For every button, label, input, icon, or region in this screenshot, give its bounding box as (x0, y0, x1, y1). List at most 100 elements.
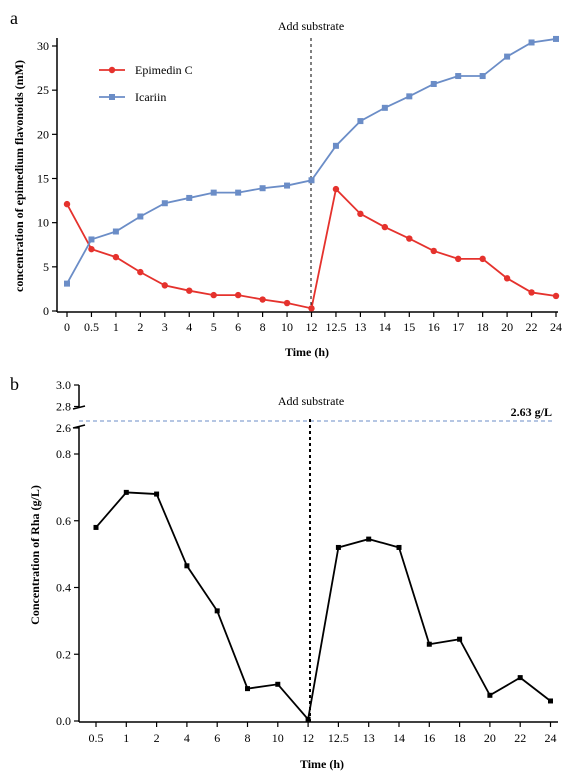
b-y-tick-label: 0.4 (56, 581, 71, 595)
b-x-tick-label: 12.5 (328, 731, 349, 745)
point-rha (93, 524, 99, 530)
b-x-tick-label: 16 (423, 731, 435, 745)
point-epimedin-c (112, 253, 120, 261)
point-epimedin-c (210, 291, 217, 299)
a-y-tick-label: 30 (37, 39, 49, 53)
point-rha (154, 491, 160, 497)
b-x-tick-label: 13 (363, 731, 375, 745)
b-y-tick-label: 0.0 (56, 714, 71, 728)
point-rha (184, 563, 190, 569)
point-epimedin-c (234, 291, 242, 299)
point-epimedin-c (63, 200, 71, 208)
point-epimedin-c (332, 185, 340, 193)
a-x-tick-label: 6 (235, 320, 241, 334)
a-x-tick-label: 3 (162, 320, 168, 334)
a-x-tick-label: 1 (113, 320, 119, 334)
point-rha (396, 544, 402, 550)
b-x-tick-label: 22 (514, 731, 526, 745)
b-x-tick-label: 6 (214, 731, 220, 745)
b-y-tick-label-upper: 2.8 (56, 400, 71, 414)
a-x-tick-label: 4 (186, 320, 192, 334)
point-epimedin-c (455, 255, 462, 263)
point-epimedin-c (503, 275, 511, 282)
point-icariin (284, 182, 291, 189)
point-icariin (64, 280, 70, 287)
a-x-tick-label: 5 (211, 320, 217, 334)
point-rha (335, 544, 341, 550)
point-icariin (137, 213, 144, 220)
b-y-tick-label-upper: 3.0 (56, 378, 71, 392)
panel-b-reference-label: 2.63 g/L (511, 405, 552, 419)
a-y-tick-label: 25 (37, 83, 49, 97)
point-icariin (210, 189, 217, 196)
b-y-tick-label-upper: 2.6 (56, 421, 71, 435)
point-icariin (308, 177, 315, 184)
point-icariin (259, 185, 266, 192)
a-x-tick-label: 24 (550, 320, 562, 334)
a-x-tick-label: 0.5 (84, 320, 99, 334)
point-icariin (381, 104, 388, 111)
a-x-tick-label: 13 (354, 320, 366, 334)
point-icariin (332, 142, 339, 149)
point-rha (214, 608, 220, 614)
panel-b-letter: b (10, 374, 19, 394)
point-rha (426, 641, 432, 647)
point-epimedin-c (406, 235, 413, 242)
a-x-tick-label: 16 (428, 320, 440, 334)
point-rha (123, 489, 129, 495)
point-icariin (430, 80, 437, 87)
a-x-tick-label: 12 (306, 320, 318, 334)
point-epimedin-c (528, 289, 535, 296)
legend-marker-epimedin-c (108, 66, 116, 74)
point-icariin (357, 118, 364, 125)
b-x-tick-label: 20 (484, 731, 496, 745)
panel-b-x-axis-label: Time (h) (300, 757, 344, 771)
panel-b-y-axis-label: Concentration of Rha (g/L) (28, 485, 42, 625)
point-epimedin-c (283, 299, 291, 307)
b-x-tick-label: 14 (393, 731, 405, 745)
b-x-tick-label: 8 (245, 731, 251, 745)
point-icariin (88, 236, 95, 243)
panel-b-substrate-annotation: Add substrate (278, 394, 344, 408)
point-icariin (186, 194, 193, 201)
point-icariin (528, 39, 535, 46)
point-icariin (479, 73, 486, 80)
b-x-tick-label: 2 (154, 731, 160, 745)
point-epimedin-c (381, 223, 389, 231)
point-icariin (553, 35, 559, 42)
a-y-tick-label: 0 (43, 304, 49, 318)
panel-a-letter: a (10, 8, 18, 28)
b-y-tick-label: 0.8 (56, 447, 71, 461)
b-x-tick-label: 12 (302, 731, 314, 745)
b-y-tick-label: 0.6 (56, 514, 71, 528)
point-epimedin-c (186, 287, 193, 294)
a-x-tick-label: 10 (281, 320, 293, 334)
point-epimedin-c (161, 282, 168, 289)
point-epimedin-c (552, 292, 560, 300)
b-x-tick-label: 10 (272, 731, 284, 745)
point-epimedin-c (430, 247, 437, 255)
panel-a-y-axis-label: concentration of epimedium flavonoids (m… (12, 60, 26, 292)
point-rha (487, 692, 493, 698)
point-rha (245, 686, 250, 692)
point-epimedin-c (259, 296, 266, 303)
point-icariin (455, 73, 462, 80)
a-y-tick-label: 20 (37, 127, 49, 141)
a-x-tick-label: 20 (501, 320, 513, 334)
point-icariin (504, 53, 511, 60)
legend-label-epimedin-c: Epimedin C (135, 63, 193, 77)
a-x-tick-label: 14 (379, 320, 391, 334)
a-x-tick-label: 17 (452, 320, 464, 334)
panel-a-x-axis-label: Time (h) (285, 345, 329, 359)
legend-marker-icariin (109, 94, 115, 100)
point-rha (366, 536, 372, 542)
panel-a-substrate-annotation: Add substrate (278, 19, 344, 33)
a-x-tick-label: 15 (403, 320, 415, 334)
point-rha (548, 698, 553, 704)
b-y-tick-label: 0.2 (56, 647, 71, 661)
a-x-tick-label: 12.5 (325, 320, 346, 334)
point-rha (275, 681, 281, 687)
point-rha (305, 716, 311, 722)
